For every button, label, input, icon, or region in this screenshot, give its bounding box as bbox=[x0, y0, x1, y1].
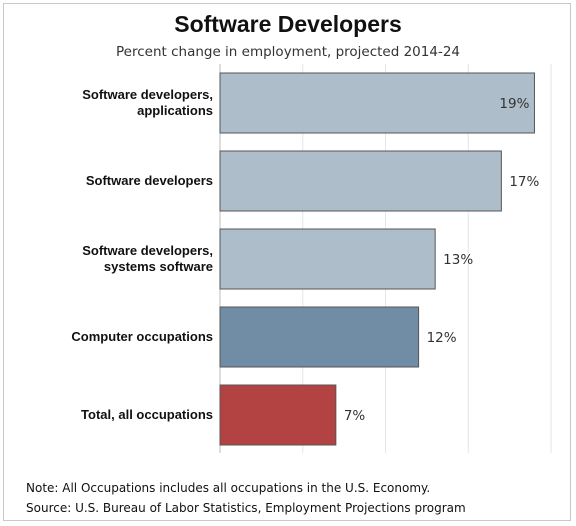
data-label: 7% bbox=[344, 408, 366, 424]
chart-source: Source: U.S. Bureau of Labor Statistics,… bbox=[26, 501, 466, 515]
bar bbox=[219, 306, 420, 368]
category-label: systems software bbox=[104, 259, 213, 274]
chart-note: Note: All Occupations includes all occup… bbox=[26, 481, 431, 495]
data-label: 19% bbox=[499, 96, 529, 112]
category-label: Software developers, bbox=[82, 243, 213, 258]
bar bbox=[219, 150, 502, 212]
category-label: applications bbox=[137, 103, 213, 118]
data-label: 17% bbox=[509, 174, 539, 190]
chart-title: Software Developers bbox=[174, 11, 402, 37]
data-label: 13% bbox=[443, 252, 473, 268]
bar bbox=[219, 72, 535, 134]
bar bbox=[219, 228, 436, 290]
category-label: Computer occupations bbox=[71, 329, 213, 344]
bar bbox=[219, 384, 337, 446]
category-label: Software developers, bbox=[82, 87, 213, 102]
chart-subtitle: Percent change in employment, projected … bbox=[116, 44, 460, 60]
data-label: 12% bbox=[427, 330, 457, 346]
category-label: Software developers bbox=[86, 173, 213, 188]
category-label: Total, all occupations bbox=[81, 407, 213, 422]
